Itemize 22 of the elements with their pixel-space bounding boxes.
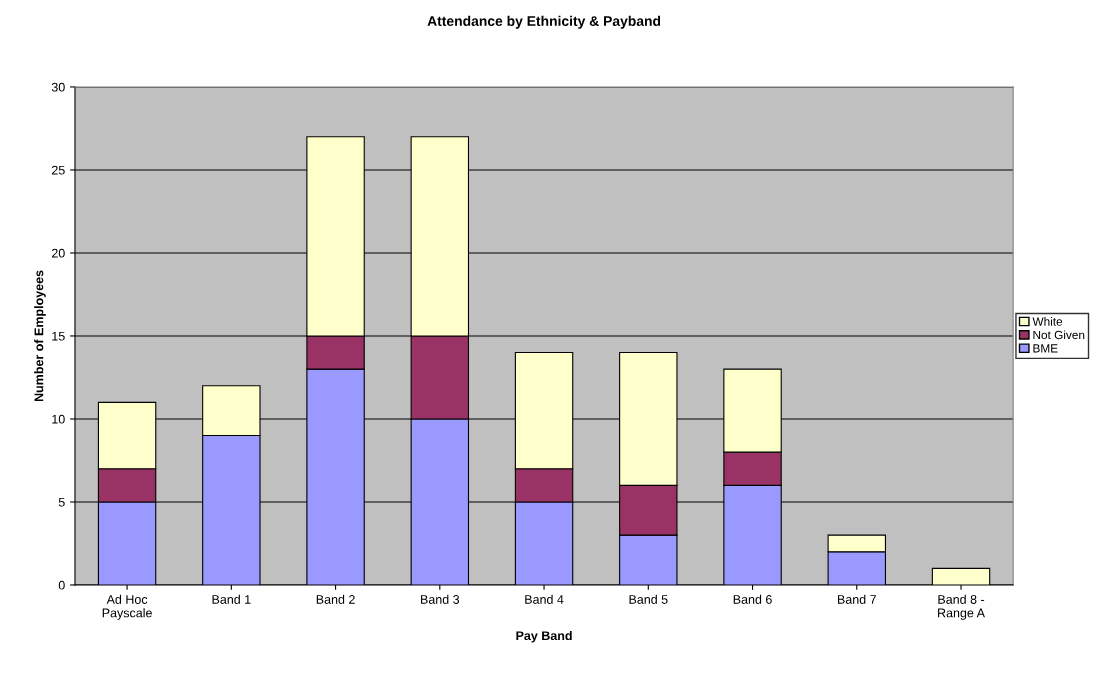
y-tick-label: 0 xyxy=(58,580,65,590)
x-axis-title: Pay Band xyxy=(516,630,572,643)
x-tick-label: Band 4 xyxy=(525,594,564,604)
y-tick-label: 5 xyxy=(58,497,65,507)
y-tick-label: 20 xyxy=(51,248,65,258)
legend-label: BME xyxy=(1033,344,1058,353)
x-tick-label: Band 2 xyxy=(316,594,355,604)
legend-label: Not Given xyxy=(1033,330,1085,340)
y-axis-title: Number of Employees xyxy=(34,270,46,402)
x-tick-label: Band 8 - Range A xyxy=(938,594,985,620)
legend-label: White xyxy=(1032,317,1063,326)
y-tick-label: 30 xyxy=(51,82,65,92)
chart-title: Attendance by Ethnicity & Payband xyxy=(427,15,661,29)
x-tick-label: Band 3 xyxy=(421,594,460,604)
y-tick-label: 10 xyxy=(52,414,65,424)
x-tick-label: Ad Hoc Payscale xyxy=(102,594,152,620)
x-tick-label: Band 5 xyxy=(629,594,668,604)
y-tick-label: 25 xyxy=(51,165,65,175)
x-tick-label: Band 7 xyxy=(838,594,876,604)
y-tick-label: 15 xyxy=(52,331,65,341)
x-tick-label: Band 6 xyxy=(733,594,772,604)
x-tick-label: Band 1 xyxy=(212,594,251,604)
